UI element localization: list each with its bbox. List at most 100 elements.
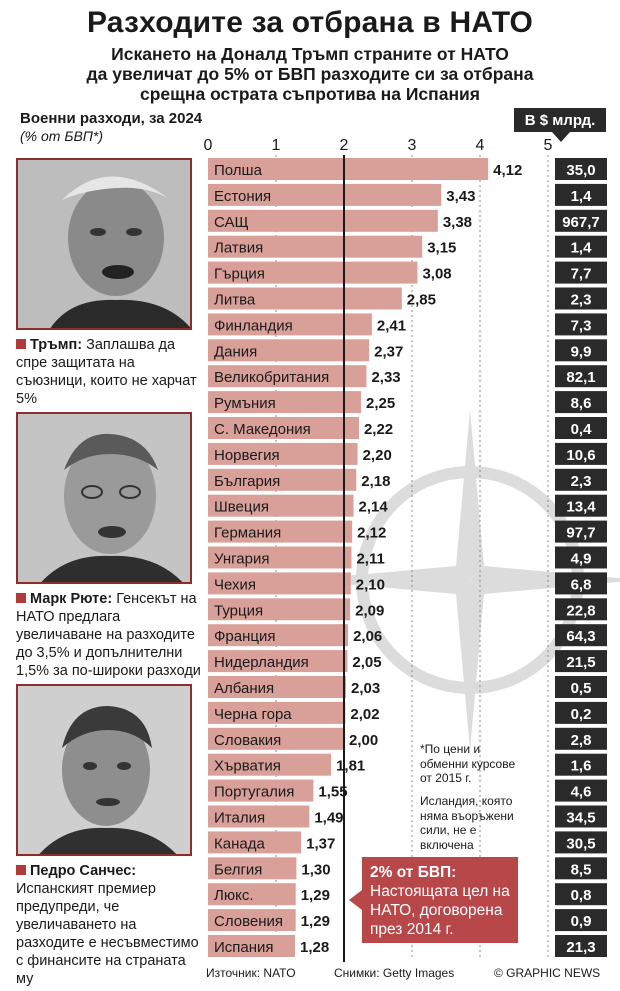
country-label: Дания (214, 343, 257, 360)
usd-box (555, 598, 607, 621)
usd-box (555, 727, 607, 750)
country-label: Словакия (214, 732, 281, 749)
bar (208, 650, 348, 673)
graphic-credit: © GRAPHIC NEWS (494, 966, 601, 980)
bar (208, 183, 442, 206)
value-label: 1,28 (300, 939, 329, 956)
value-label: 1,81 (336, 758, 365, 775)
trump-caption: Тръмп: Заплашва да спре защитата на съюз… (16, 336, 206, 408)
usd-value: 30,5 (566, 835, 595, 852)
bar (208, 546, 352, 569)
rutte-photo (16, 412, 192, 584)
usd-value: 9,9 (571, 343, 592, 360)
value-label: 1,29 (301, 913, 330, 930)
value-label: 1,49 (314, 810, 343, 827)
usd-value: 0,9 (571, 913, 592, 930)
sanchez-photo (16, 684, 192, 856)
usd-value: 1,6 (571, 758, 592, 775)
country-label: Литва (214, 292, 256, 309)
usd-value: 0,4 (571, 421, 593, 438)
usd-box (555, 183, 607, 206)
usd-box (555, 701, 607, 724)
x-tick-label: 3 (408, 137, 417, 154)
subtitle-line-1: Искането на Доналд Тръмп страните от НАТ… (111, 44, 509, 64)
value-label: 1,55 (318, 784, 347, 801)
usd-value: 1,4 (571, 188, 593, 205)
usd-box (555, 261, 607, 284)
usd-value: 2,3 (571, 292, 592, 309)
usd-box (555, 572, 607, 595)
value-label: 2,18 (361, 473, 390, 490)
usd-value: 34,5 (566, 810, 595, 827)
source-credit: Източник: NATO (206, 966, 296, 980)
photo-credit: Снимки: Getty Images (334, 966, 455, 980)
usd-box (555, 779, 607, 802)
usd-value: 6,8 (571, 576, 592, 593)
value-label: 2,03 (351, 680, 380, 697)
value-label: 2,14 (359, 499, 389, 516)
bullet-square (16, 865, 26, 875)
value-label: 1,30 (301, 861, 330, 878)
value-label: 3,43 (446, 188, 475, 205)
page-subtitle: Искането на Доналд Тръмп страните от НАТ… (30, 44, 590, 104)
usd-value: 21,5 (566, 654, 595, 671)
bar (208, 209, 438, 232)
usd-box (555, 442, 607, 465)
usd-value: 8,6 (571, 395, 592, 412)
value-label: 3,08 (422, 266, 451, 283)
bar (208, 909, 296, 932)
usd-value: 35,0 (566, 162, 595, 179)
value-label: 2,11 (356, 551, 384, 568)
country-label: Испания (214, 939, 274, 956)
bar (208, 883, 296, 906)
usd-box (555, 365, 607, 388)
value-label: 2,41 (377, 317, 406, 334)
usd-value: 2,8 (571, 732, 592, 749)
bar (208, 753, 332, 776)
value-label: 2,22 (364, 421, 393, 438)
bar (208, 339, 370, 362)
usd-box (555, 805, 607, 828)
country-label: Латвия (214, 240, 263, 257)
value-label: 2,33 (371, 369, 400, 386)
value-label: 2,05 (352, 654, 381, 671)
country-label: Норвегия (214, 447, 280, 464)
usd-box (555, 468, 607, 491)
country-label: САЩ (214, 214, 249, 231)
usd-box (555, 235, 607, 258)
axis-unit: (% от БВП*) (20, 128, 104, 144)
usd-header-arrow (552, 132, 570, 142)
usd-box (555, 753, 607, 776)
sanchez-name: Педро Санчес: (30, 863, 137, 879)
bar (208, 805, 310, 828)
iceland-note: Исландия, която няма въоръжени сили, не … (420, 794, 514, 852)
bullet-square (16, 339, 26, 349)
usd-box (555, 857, 607, 880)
bar (208, 391, 361, 414)
usd-box (555, 520, 607, 543)
usd-box (555, 883, 607, 906)
bar (208, 701, 346, 724)
usd-box (555, 676, 607, 698)
country-label: Словения (214, 913, 283, 930)
bar (208, 572, 351, 595)
value-label: 1,29 (301, 887, 330, 904)
country-label: Финландия (214, 317, 293, 334)
country-label: Турция (214, 602, 263, 619)
rutte-text: Генсекът на НАТО предлага увеличаване на… (16, 591, 201, 679)
value-label: 2,85 (407, 292, 436, 309)
axis-title: Военни разходи, за 2024 (20, 110, 203, 127)
usd-box (555, 287, 607, 310)
usd-box (555, 650, 607, 673)
usd-value: 97,7 (566, 525, 595, 542)
usd-value: 21,3 (566, 939, 595, 956)
rutte-name: Марк Рюте: (30, 591, 113, 607)
usd-value: 0,5 (571, 680, 592, 697)
usd-box (555, 624, 607, 647)
page-title: Разходите за отбрана в НАТО (86, 6, 534, 39)
trump-name: Тръмп: (30, 337, 83, 353)
usd-value: 64,3 (566, 628, 595, 645)
usd-value: 8,5 (571, 861, 592, 878)
usd-box (555, 935, 607, 957)
